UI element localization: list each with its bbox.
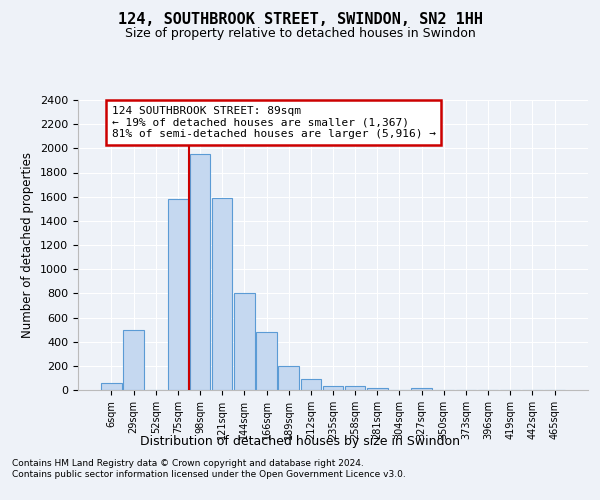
Text: Distribution of detached houses by size in Swindon: Distribution of detached houses by size … — [140, 435, 460, 448]
Text: Contains public sector information licensed under the Open Government Licence v3: Contains public sector information licen… — [12, 470, 406, 479]
Bar — [167, 199, 188, 390]
Bar — [101, 384, 122, 390]
Text: 124, SOUTHBROOK STREET, SWINDON, SN2 1HH: 124, SOUTHBROOK STREET, SWINDON, SN2 1HH — [118, 12, 482, 28]
Bar — [345, 386, 365, 390]
Bar — [124, 330, 144, 390]
Text: Size of property relative to detached houses in Swindon: Size of property relative to detached ho… — [125, 28, 475, 40]
Text: 124 SOUTHBROOK STREET: 89sqm
← 19% of detached houses are smaller (1,367)
81% of: 124 SOUTHBROOK STREET: 89sqm ← 19% of de… — [112, 106, 436, 139]
Y-axis label: Number of detached properties: Number of detached properties — [22, 152, 34, 338]
Bar — [412, 388, 432, 390]
Bar — [367, 388, 388, 390]
Text: Contains HM Land Registry data © Crown copyright and database right 2024.: Contains HM Land Registry data © Crown c… — [12, 458, 364, 468]
Bar — [256, 332, 277, 390]
Bar — [278, 366, 299, 390]
Bar — [234, 294, 254, 390]
Bar — [190, 154, 210, 390]
Bar — [212, 198, 232, 390]
Bar — [301, 378, 321, 390]
Bar — [323, 386, 343, 390]
